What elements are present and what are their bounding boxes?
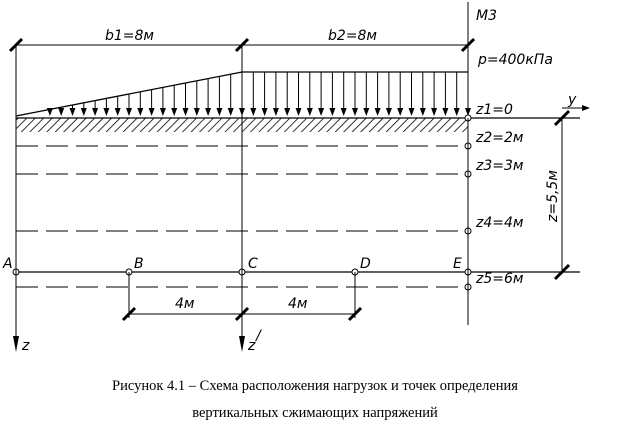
load-arrowhead	[329, 108, 336, 116]
load-arrowhead	[408, 108, 415, 116]
load-arrowhead	[272, 108, 279, 116]
point-d-label: D	[360, 256, 371, 272]
z-dim-tick-bottom	[553, 263, 571, 281]
load-arrowhead	[171, 108, 178, 116]
load-arrowhead	[126, 108, 132, 116]
point-c-label: C	[248, 256, 258, 272]
b1-label: b1=8м	[105, 28, 154, 44]
caption-line-2: вертикальных сжимающих напряжений	[192, 405, 438, 421]
load-arrowhead	[114, 108, 121, 116]
depth-label: z1=0	[475, 102, 513, 118]
load-arrowhead	[148, 108, 155, 116]
load-arrows	[46, 72, 471, 116]
z-prime-axis-label: z	[247, 338, 256, 354]
depth-label: z2=2м	[475, 130, 524, 146]
axis-a-arrowhead	[13, 336, 19, 352]
load-arrowhead	[261, 108, 268, 116]
depth-label: z4=4м	[475, 215, 524, 231]
y-axis-arrowhead	[582, 105, 590, 111]
z-dim-tick-top	[553, 109, 571, 127]
z-total-label: z=5,5м	[545, 170, 561, 223]
load-scheme-diagram: М3 b1=8м b2=8м p=400кПа y z1=0 z2=2м z3=3м…	[2, 2, 590, 354]
load-arrowhead	[284, 108, 291, 116]
depth-lines	[16, 145, 465, 288]
dim-tick-c	[234, 306, 250, 322]
z-prime-mark: /	[254, 328, 262, 344]
load-arrowhead	[385, 108, 392, 116]
dim-bc-label: 4м	[175, 296, 195, 312]
depth-label: z3=3м	[475, 158, 524, 174]
load-arrowhead	[340, 108, 347, 116]
load-arrowhead	[306, 108, 313, 116]
load-arrowhead	[216, 108, 223, 116]
axis-c-arrowhead	[239, 336, 245, 352]
caption-line-1: Рисунок 4.1 – Схема расположения нагрузо…	[112, 378, 518, 394]
load-arrowhead	[453, 108, 460, 116]
p-label: p=400кПа	[477, 52, 553, 68]
load-arrowhead	[58, 108, 65, 116]
load-arrowhead	[431, 108, 438, 116]
load-arrowhead	[419, 108, 426, 116]
m3-label: М3	[476, 8, 497, 24]
load-arrowhead	[352, 108, 358, 116]
depth-points: z1=0 z2=2м z3=3м z4=4м z5=6м	[464, 102, 524, 291]
load-arrowhead	[137, 108, 144, 116]
load-arrowhead	[250, 108, 257, 116]
load-arrowhead	[318, 108, 325, 116]
load-arrowhead	[374, 108, 381, 116]
depth-label: z5=6м	[475, 271, 524, 287]
load-arrowhead	[103, 108, 110, 116]
tick-right	[460, 37, 476, 53]
load-arrowhead	[159, 108, 166, 116]
load-arrowhead	[92, 108, 99, 116]
load-arrowhead	[442, 108, 449, 116]
point-b-label: B	[134, 256, 144, 272]
point-e-label: E	[453, 256, 462, 272]
load-arrowhead	[465, 108, 471, 116]
b2-label: b2=8м	[328, 28, 377, 44]
dim-tick-d	[347, 306, 363, 322]
load-arrowhead	[397, 108, 404, 116]
load-arrowhead	[80, 108, 87, 116]
load-arrowhead	[363, 108, 370, 116]
load-arrowhead	[205, 108, 212, 116]
z-axis-label: z	[21, 338, 30, 354]
dim-tick-b	[121, 306, 137, 322]
load-arrowhead	[227, 108, 234, 116]
dim-cd-label: 4м	[288, 296, 308, 312]
point-a-label: A	[2, 256, 13, 272]
load-arrowhead	[69, 108, 76, 116]
load-arrowhead	[46, 108, 53, 116]
load-arrowhead	[193, 108, 200, 116]
load-arrowhead	[182, 108, 189, 116]
load-arrowhead	[295, 108, 302, 116]
y-axis-label: y	[567, 92, 577, 108]
